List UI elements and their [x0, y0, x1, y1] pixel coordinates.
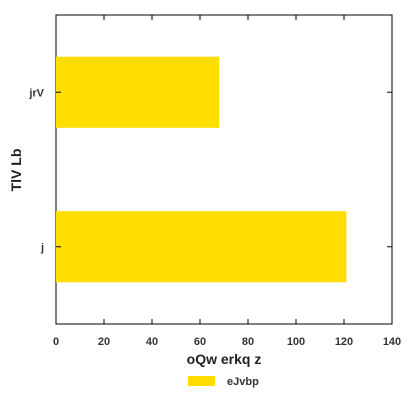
legend: eJvbp: [188, 376, 259, 388]
bar-0: [56, 211, 347, 283]
x-tick-label: 100: [287, 336, 305, 348]
x-tick-label: 140: [383, 336, 401, 348]
y-axis-ticks: j jrV: [28, 87, 392, 254]
bar-1: [56, 56, 220, 128]
x-tick-label: 120: [335, 336, 353, 348]
y-axis-label: TlV Lb: [8, 149, 24, 192]
x-tick-label: 60: [194, 336, 206, 348]
plot-frame: [55, 14, 393, 325]
x-tick-label: 0: [53, 336, 59, 348]
x-tick-label: 20: [98, 336, 110, 348]
x-tick-label: 40: [146, 336, 158, 348]
x-axis-ticks: 0 20 40 60 80 100 120 140: [53, 15, 401, 348]
legend-swatch: [188, 376, 215, 386]
x-tick-label: 80: [242, 336, 254, 348]
bars-layer: [56, 56, 347, 283]
legend-label: eJvbp: [227, 376, 259, 388]
x-axis-label: oQw erkq z: [187, 351, 262, 367]
y-tick-label: j: [40, 242, 44, 254]
y-tick-label: jrV: [28, 87, 44, 99]
